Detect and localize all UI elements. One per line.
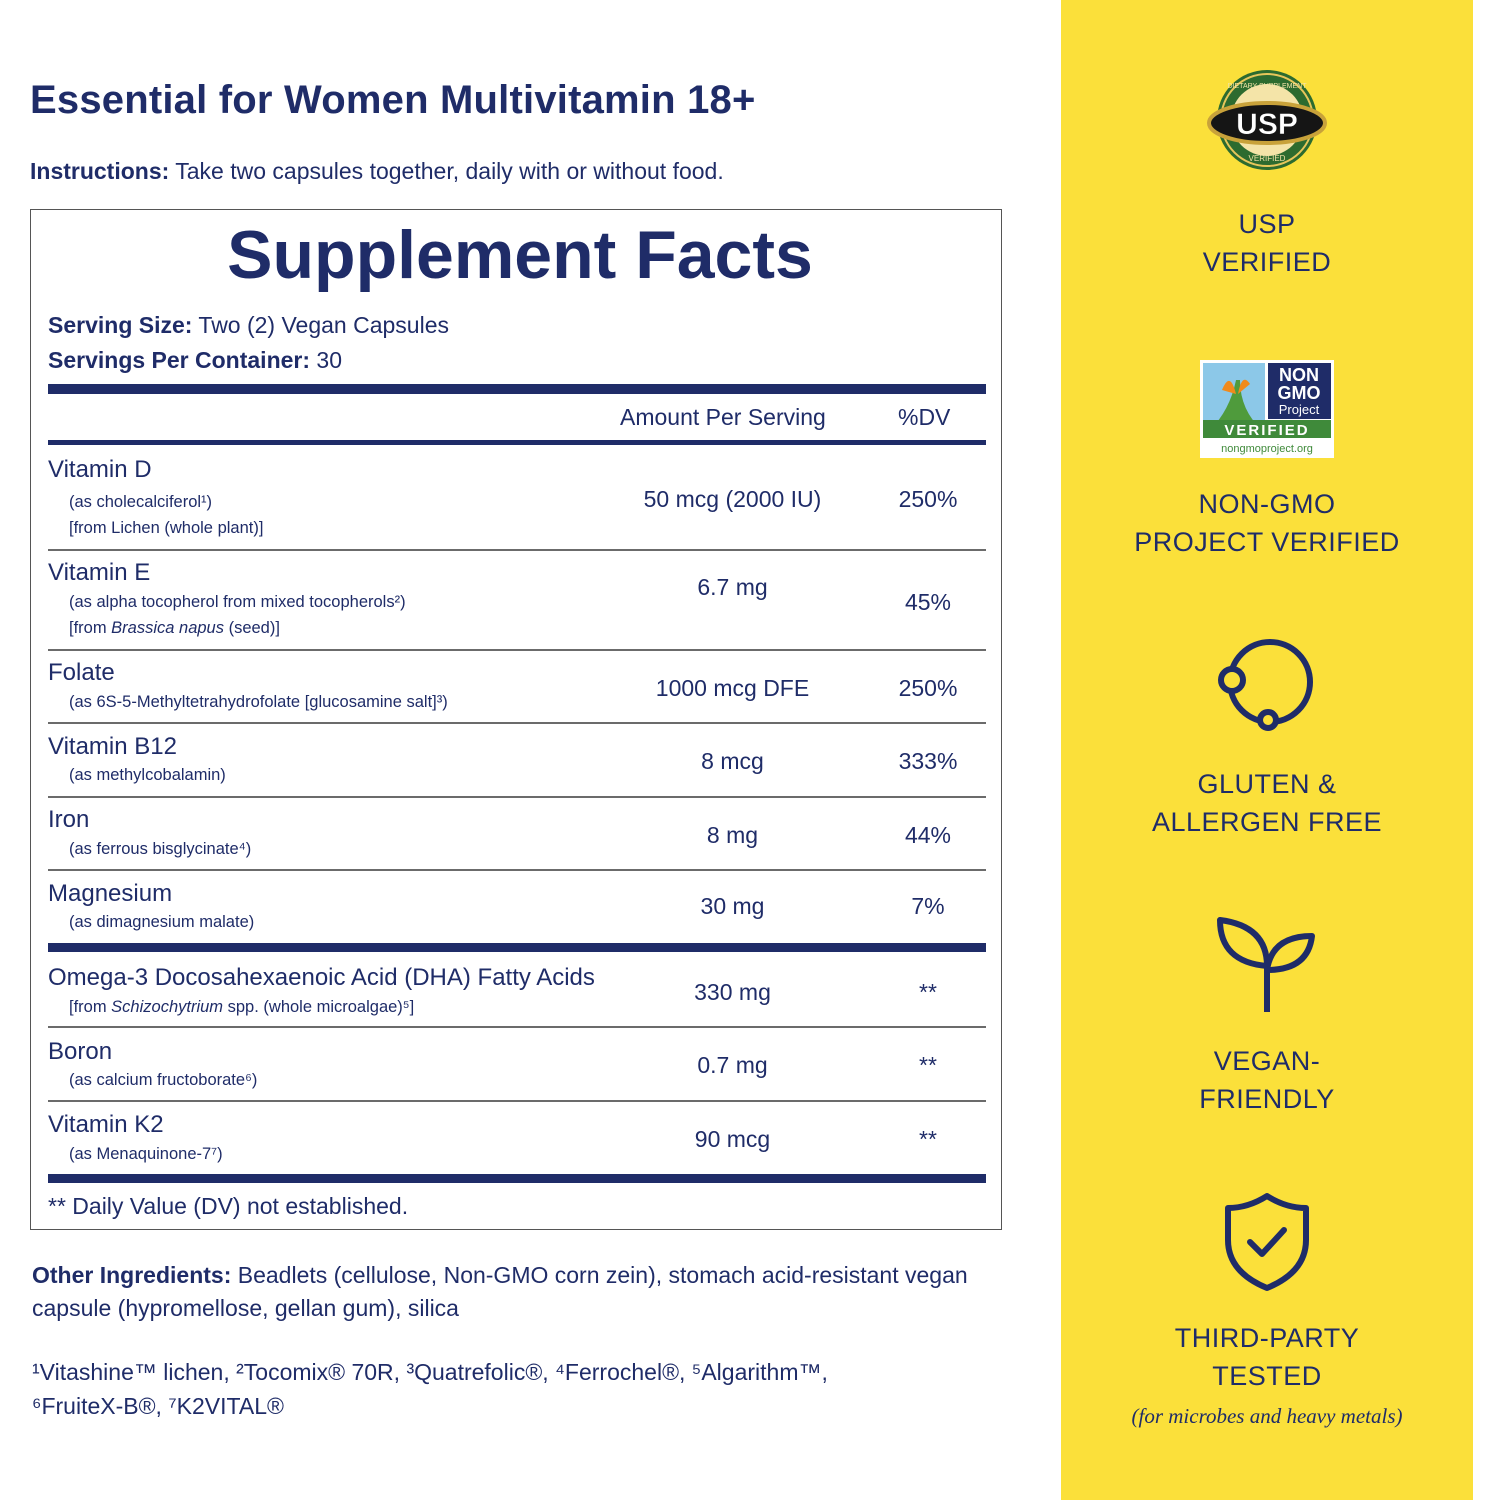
usp-seal-icon: USP DIETARY SUPPLEMENT VERIFIED	[1207, 70, 1327, 170]
servings-value: 30	[310, 347, 343, 373]
row-divider	[48, 869, 986, 871]
nongmo-logo-line2: GMO	[1278, 383, 1321, 403]
nutrient-amount: 0.7 mg	[697, 1052, 768, 1078]
serving-size-label: Serving Size:	[48, 312, 193, 338]
gluten-free-badge	[1061, 636, 1473, 741]
other-ingredients: Other Ingredients: Beadlets (cellulose, …	[32, 1259, 992, 1325]
nutrient-source: (as ferrous bisglycinate⁴)	[69, 840, 252, 858]
nutrient-amount: 30 mg	[700, 893, 765, 919]
nutrient-source: (as methylcobalamin)	[69, 766, 226, 784]
nongmo-logo-verified: VERIFIED	[1224, 422, 1309, 439]
vegan-label: VEGAN- FRIENDLY	[1199, 1046, 1335, 1114]
nongmo-label: NON-GMO PROJECT VERIFIED	[1134, 489, 1400, 557]
nutrient-amount: 6.7 mg	[697, 574, 768, 600]
nutrient-dv: **	[919, 1126, 937, 1152]
nongmo-butterfly-icon: NON GMO Project VERIFIED nongmoproject.o…	[1200, 360, 1334, 458]
serving-info: Serving Size: Two (2) Vegan Capsules Ser…	[48, 308, 449, 378]
nutrient-dv: 250%	[898, 675, 958, 701]
nutrient-amount: 50 mcg (2000 IU)	[643, 486, 822, 512]
thick-divider	[48, 384, 986, 394]
certification-sidebar: USP DIETARY SUPPLEMENT VERIFIED USP VERI…	[1061, 0, 1473, 1500]
nutrient-name: Magnesium	[48, 880, 173, 907]
nongmo-logo-url: nongmoproject.org	[1221, 443, 1313, 455]
nutrient-dv: 7%	[911, 893, 945, 919]
usp-badge: USP DIETARY SUPPLEMENT VERIFIED	[1061, 68, 1473, 177]
nutrient-amount: 8 mcg	[701, 748, 764, 774]
nongmo-logo-line1: NON	[1279, 365, 1319, 385]
supplement-facts-panel	[30, 209, 1002, 1230]
usp-ring-bottom: VERIFIED	[1249, 154, 1286, 163]
vegan-badge	[1061, 914, 1473, 1019]
row-divider	[48, 549, 986, 551]
nutrient-name: Vitamin K2	[48, 1111, 164, 1138]
other-ingredients-label: Other Ingredients:	[32, 1262, 232, 1288]
supplement-info: Essential for Women Multivitamin 18+ Ins…	[30, 0, 1010, 1500]
nutrient-name: Boron	[48, 1038, 113, 1065]
third-party-note: (for microbes and heavy metals)	[1131, 1404, 1403, 1428]
third-party-label: THIRD-PARTY TESTED	[1174, 1323, 1360, 1391]
nutrient-name: Folate	[48, 659, 115, 686]
row-divider	[48, 649, 986, 651]
instructions: Instructions: Take two capsules together…	[30, 158, 724, 185]
nutrient-dv: **	[919, 1052, 937, 1078]
nutrient-dv: 250%	[898, 486, 958, 512]
servings-label: Servings Per Container:	[48, 347, 311, 373]
instructions-label: Instructions:	[30, 158, 170, 184]
product-title: Essential for Women Multivitamin 18+	[30, 78, 756, 122]
nutrient-dv: **	[919, 979, 937, 1005]
nongmo-badge: NON GMO Project VERIFIED nongmoproject.o…	[1061, 360, 1473, 463]
serving-size-value: Two (2) Vegan Capsules	[192, 312, 449, 338]
amount-column-header: Amount Per Serving	[620, 404, 826, 430]
nutrient-name: Iron	[48, 806, 90, 833]
usp-ring-top: DIETARY SUPPLEMENT	[1228, 83, 1308, 90]
row-divider	[48, 1100, 986, 1102]
nutrient-source: [from Schizochytrium spp. (whole microal…	[69, 998, 415, 1016]
row-divider	[48, 722, 986, 724]
nutrient-source: (as calcium fructoborate⁶)	[69, 1071, 258, 1089]
instructions-text: Take two capsules together, daily with o…	[169, 158, 724, 184]
supplement-facts-title: Supplement Facts	[227, 217, 813, 293]
nutrient-name: Omega-3 Docosahexaenoic Acid (DHA) Fatty…	[48, 964, 595, 991]
other-ingredients-text: Beadlets (cellulose, Non-GMO corn zein),…	[32, 1262, 968, 1321]
nutrient-amount: 8 mg	[706, 822, 759, 848]
servings-per-container: Servings Per Container: 30	[48, 343, 449, 378]
sprout-icon	[1217, 917, 1315, 1012]
nutrient-source: (as Menaquinone-7⁷)	[69, 1145, 223, 1163]
gluten-free-label: GLUTEN & ALLERGEN FREE	[1151, 769, 1383, 837]
nutrient-source: (as alpha tocopherol from mixed tocopher…	[69, 593, 406, 637]
thick-divider	[48, 943, 986, 952]
nutrient-name: Vitamin B12	[48, 733, 177, 760]
thick-divider	[48, 1174, 986, 1183]
nutrient-source: (as cholecalciferol¹) [from Lichen (whole…	[69, 493, 264, 537]
row-divider	[48, 796, 986, 798]
header-divider	[48, 440, 986, 445]
nutrient-source: (as 6S-5-Methyltetrahydrofolate [glucosa…	[69, 693, 448, 711]
nutrient-amount: 1000 mcg DFE	[655, 675, 810, 701]
shield-check-icon	[1225, 1193, 1309, 1291]
row-divider	[48, 1026, 986, 1028]
nutrient-name: Vitamin D	[48, 456, 152, 483]
nongmo-logo-line3: Project	[1279, 402, 1320, 417]
usp-logo-text: USP	[1236, 108, 1298, 141]
nutrient-dv: 44%	[904, 822, 952, 848]
nutrient-amount: 90 mcg	[694, 1126, 771, 1152]
nutrient-name: Vitamin E	[48, 559, 151, 586]
nutrient-amount: 330 mg	[694, 979, 771, 1005]
dv-column-header: %DV	[898, 404, 951, 430]
nutrient-dv: 45%	[904, 589, 952, 615]
nutrient-source: (as dimagnesium malate)	[69, 913, 255, 931]
serving-size: Serving Size: Two (2) Vegan Capsules	[48, 308, 449, 343]
third-party-badge	[1061, 1192, 1473, 1297]
molecule-icon	[1218, 639, 1313, 731]
dv-footnote: ** Daily Value (DV) not established.	[48, 1193, 409, 1219]
trademark-footnotes: ¹Vitashine™ lichen, ²Tocomix® 70R, ³Quat…	[32, 1359, 828, 1419]
nutrient-dv: 333%	[898, 748, 958, 774]
usp-label: USP VERIFIED	[1202, 209, 1332, 277]
